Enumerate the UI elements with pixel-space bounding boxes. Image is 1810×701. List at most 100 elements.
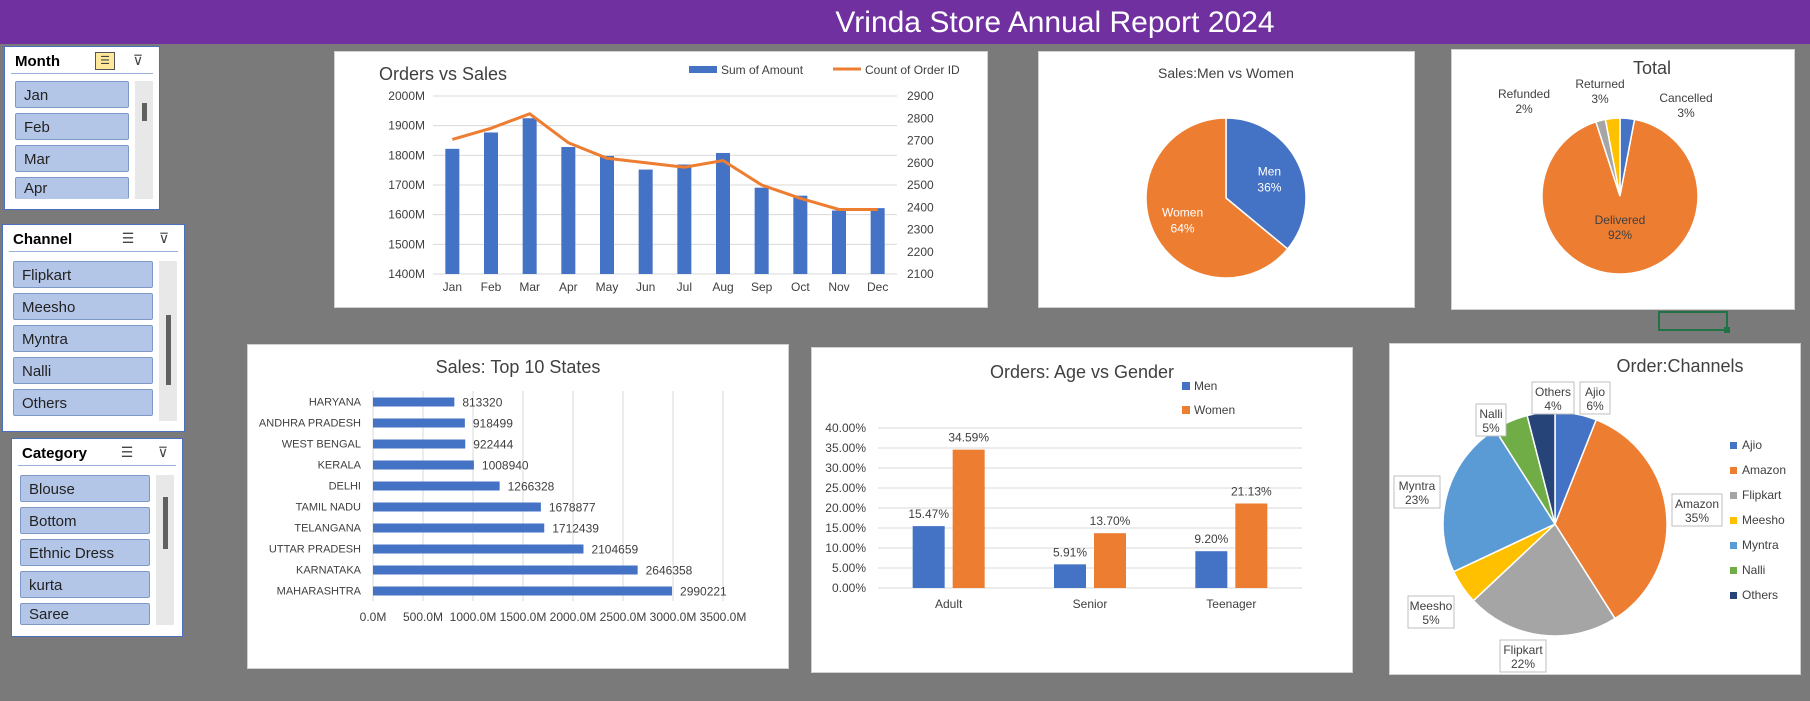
legend-swatch <box>1730 517 1737 524</box>
orders-vs-sales-card[interactable]: Orders vs Sales 1400M 1500M 1600M 1700M 1800M… <box>334 51 988 308</box>
chart-title: Sales: Top 10 States <box>436 357 601 377</box>
slicer-scrollbar-thumb[interactable] <box>166 315 171 385</box>
legend-swatch <box>1182 382 1190 390</box>
bar-state <box>373 586 673 596</box>
top-states-chart: Sales: Top 10 States 0.0M 500.0M 1000.0M 150… <box>259 357 747 624</box>
clear-filter-icon[interactable]: ⊽ <box>132 52 144 68</box>
category-label: KERALA <box>318 460 362 472</box>
data-callout <box>1499 639 1547 673</box>
selected-cell[interactable] <box>1658 311 1728 331</box>
x-tick-label: 500.0M <box>403 610 443 624</box>
pie-slice-myntra <box>1442 428 1557 573</box>
slice-pct: 3% <box>1591 92 1609 106</box>
channels-card[interactable]: Order:Channels Ajio 6% Amazon 35% Flipkart 22%… <box>1389 343 1801 675</box>
pie-slice-flipkart <box>1472 522 1617 637</box>
x-tick-label: 2500.0M <box>600 610 647 624</box>
x-tick-label: Feb <box>481 280 502 294</box>
slicer-item[interactable]: Flipkart <box>13 261 153 288</box>
multi-select-icon[interactable]: ☰ <box>95 52 115 70</box>
slicer-item[interactable]: Nalli <box>13 357 153 384</box>
x-tick-label: May <box>596 280 619 294</box>
slicer-scrollbar-thumb[interactable] <box>163 497 168 549</box>
category-label: KARNATAKA <box>296 565 362 577</box>
slice-label: Ajio <box>1585 385 1605 399</box>
y-tick-label: 15.00% <box>825 521 866 535</box>
multi-select-icon[interactable]: ☰ <box>120 444 134 460</box>
bar-state <box>373 439 466 449</box>
multi-select-icon[interactable]: ☰ <box>121 230 135 246</box>
x-tick-label: 3500.0M <box>700 610 747 624</box>
x-tick-label: Sep <box>751 280 773 294</box>
slicer-item[interactable]: Jan <box>15 81 129 108</box>
y-tick-label: 40.00% <box>825 421 866 435</box>
men-vs-women-card[interactable]: Sales:Men vs Women Men 36% Women 64% <box>1038 51 1415 308</box>
category-label: TAMIL NADU <box>296 502 361 514</box>
y-tick-label: 2000M <box>388 89 425 103</box>
y-tick-label: 1700M <box>388 178 425 192</box>
slicer-header: Category ☰ ⊽ <box>18 439 176 466</box>
bar-men <box>1195 551 1228 588</box>
slicer-item[interactable]: Others <box>13 389 153 416</box>
data-label: 21.13% <box>1231 484 1272 498</box>
category-slicer[interactable]: Category ☰ ⊽ Blouse Bottom Ethnic Dress … <box>11 438 183 637</box>
age-vs-gender-card[interactable]: Orders: Age vs Gender 0.00% 5.00% 10.00% 15.… <box>811 347 1353 673</box>
chart-title: Orders: Age vs Gender <box>990 362 1174 382</box>
line-count-of-order-id <box>451 112 878 211</box>
legend-label: Amazon <box>1742 463 1786 477</box>
slicer-scrollbar[interactable] <box>156 475 174 625</box>
x-tick-label: Teenager <box>1206 597 1256 611</box>
y2-tick-label: 2400 <box>907 200 934 214</box>
slice-label: Nalli <box>1479 407 1502 421</box>
slicer-item[interactable]: Meesho <box>13 293 153 320</box>
slicer-item[interactable]: Ethnic Dress <box>20 539 150 566</box>
bar-sum-of-amount <box>832 210 846 274</box>
slicer-item[interactable]: Feb <box>15 113 129 140</box>
slice-label: Amazon <box>1675 497 1719 511</box>
data-label: 918499 <box>473 417 513 431</box>
legend-swatch <box>1730 492 1737 499</box>
slicer-item[interactable]: Bottom <box>20 507 150 534</box>
slicer-item[interactable]: kurta <box>20 571 150 598</box>
total-card[interactable]: Total Cancelled 3% Delivered 92% Refunded 2% Re… <box>1451 49 1795 310</box>
y-tick-label: 1800M <box>388 148 425 162</box>
slicer-scrollbar[interactable] <box>135 81 153 199</box>
data-label: 922444 <box>473 438 513 452</box>
bar-sum-of-amount <box>793 195 808 274</box>
slice-pct: 36% <box>1257 181 1281 195</box>
y-tick-label: 5.00% <box>832 561 866 575</box>
slice-label: Refunded <box>1498 87 1550 101</box>
slicer-item[interactable]: Mar <box>15 145 129 172</box>
clear-filter-icon[interactable]: ⊽ <box>158 230 170 246</box>
category-label: HARYANA <box>309 397 362 409</box>
data-label: 34.59% <box>948 431 989 445</box>
bar-state <box>373 481 500 491</box>
x-tick-label: 2000.0M <box>550 610 597 624</box>
orders-vs-sales-chart: Orders vs Sales 1400M 1500M 1600M 1700M 1800M… <box>379 63 960 294</box>
slicer-item[interactable]: Apr <box>15 177 129 199</box>
legend-swatch <box>1730 567 1737 574</box>
chart-title: Orders vs Sales <box>379 64 507 84</box>
slice-label: Others <box>1535 385 1571 399</box>
channel-slicer[interactable]: Channel ☰ ⊽ Flipkart Meesho Myntra Nalli… <box>2 224 185 432</box>
bar-sum-of-amount <box>484 132 498 274</box>
bar-sum-of-amount <box>561 147 576 274</box>
bar-state <box>373 523 545 533</box>
month-slicer[interactable]: Month ☰ ⊽ Jan Feb Mar Apr <box>4 46 160 210</box>
top-states-card[interactable]: Sales: Top 10 States 0.0M 500.0M 1000.0M 150… <box>247 344 789 669</box>
slicer-scrollbar-thumb[interactable] <box>142 103 147 121</box>
category-label: ANDHRA PRADESH <box>259 418 361 430</box>
clear-filter-icon[interactable]: ⊽ <box>157 444 169 460</box>
pie-slice-returned <box>1604 117 1621 197</box>
bar-women <box>1094 533 1126 588</box>
fill-handle[interactable] <box>1724 327 1730 333</box>
data-label: 1678877 <box>549 501 596 515</box>
category-label: WEST BENGAL <box>282 439 361 451</box>
slicer-item[interactable]: Myntra <box>13 325 153 352</box>
y-tick-label: 20.00% <box>825 501 866 515</box>
bar-state <box>373 565 638 575</box>
x-tick-label: 1500.0M <box>500 610 547 624</box>
slice-label: Women <box>1162 205 1203 219</box>
slicer-item[interactable]: Blouse <box>20 475 150 502</box>
slicer-item[interactable]: Saree <box>20 603 150 625</box>
data-label: 1008940 <box>482 459 529 473</box>
